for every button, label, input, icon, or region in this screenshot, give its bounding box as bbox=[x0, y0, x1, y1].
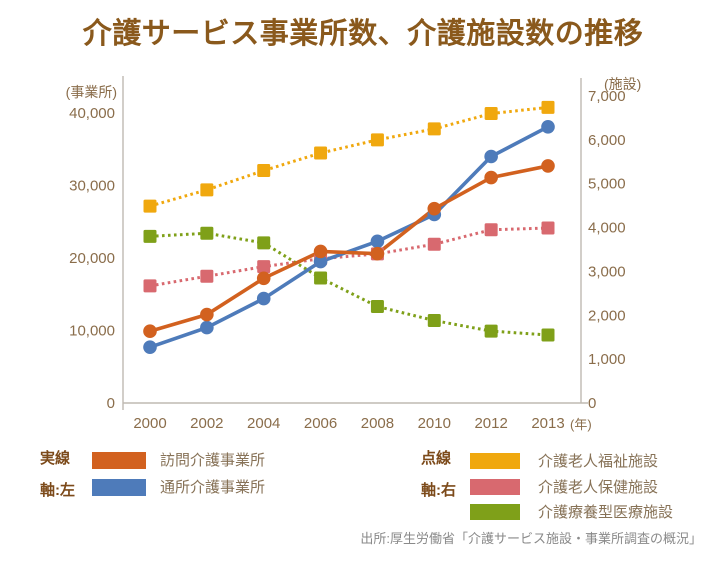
data-point-circle bbox=[370, 246, 385, 261]
legend-dotted-key: 点線 軸:右 bbox=[421, 451, 456, 499]
data-point-circle bbox=[143, 324, 157, 339]
x-axis-tick-label: 2012 bbox=[474, 415, 507, 432]
legend-label-fukushi: 介護老人福祉施設 bbox=[538, 453, 659, 470]
data-point-square bbox=[427, 314, 441, 328]
right-axis-tick-label: 6,000 bbox=[588, 132, 626, 149]
left-axis-tick-label: 0 bbox=[107, 395, 115, 412]
legend-label-ryouyou: 介護療養型医療施設 bbox=[538, 504, 674, 521]
legend-label-tsuusho: 通所介護事業所 bbox=[160, 479, 266, 496]
series-line bbox=[149, 164, 549, 333]
left-axis-tick-label: 30,000 bbox=[69, 178, 115, 195]
data-point-square bbox=[370, 133, 384, 147]
data-point-circle bbox=[200, 320, 214, 335]
data-point-square bbox=[541, 221, 555, 235]
data-point-square bbox=[143, 279, 157, 293]
left-axis-unit-label: (事業所) bbox=[66, 84, 117, 100]
data-point-circle bbox=[256, 271, 271, 286]
data-point-square bbox=[257, 164, 271, 178]
legend-swatch-houmon bbox=[92, 452, 146, 469]
data-point-circle bbox=[427, 201, 442, 216]
legend-solid-key-line2: 軸:左 bbox=[40, 482, 75, 499]
right-axis-tick-label: 4,000 bbox=[588, 220, 626, 237]
data-point-circle bbox=[541, 119, 555, 134]
data-point-square bbox=[427, 122, 441, 136]
data-point-square bbox=[143, 229, 157, 243]
data-point-square bbox=[257, 236, 271, 250]
data-point-circle bbox=[313, 254, 328, 269]
data-point-circle bbox=[370, 234, 385, 249]
right-axis-tick-label: 7,000 bbox=[588, 88, 626, 105]
data-point-circle bbox=[541, 159, 555, 173]
x-axis-tick-label: 2006 bbox=[304, 415, 337, 432]
data-point-square bbox=[314, 271, 328, 285]
data-point-circle bbox=[484, 149, 498, 164]
data-point-circle bbox=[143, 340, 157, 354]
data-point-square bbox=[541, 100, 555, 114]
legend-swatch-hoken bbox=[470, 479, 520, 495]
legend-swatch-ryouyou bbox=[470, 504, 520, 520]
data-point-square bbox=[143, 199, 157, 213]
data-point-square bbox=[257, 260, 271, 274]
series-line bbox=[149, 231, 549, 337]
data-point-square bbox=[484, 324, 498, 338]
legend-solid-key-line1: 実線 bbox=[40, 450, 71, 467]
data-point-square bbox=[484, 107, 498, 121]
data-point-square bbox=[484, 223, 498, 237]
legend-label-houmon: 訪問介護事業所 bbox=[160, 452, 266, 469]
data-point-circle bbox=[256, 291, 271, 306]
series-line bbox=[149, 105, 549, 208]
right-axis-tick-label: 3,000 bbox=[588, 263, 626, 280]
data-point-square bbox=[200, 226, 214, 240]
legend-dotted-key-line2: 軸:右 bbox=[421, 482, 456, 499]
left-axis-tick-label: 20,000 bbox=[69, 250, 115, 267]
right-axis-unit-label: (施設) bbox=[604, 76, 641, 92]
x-axis-tick-label: 2000 bbox=[133, 415, 166, 432]
data-point-circle bbox=[313, 244, 328, 259]
legend-dotted-key-line1: 点線 bbox=[421, 450, 452, 467]
x-axis-tick-label: 2004 bbox=[247, 415, 280, 432]
data-point-square bbox=[427, 237, 441, 251]
legend-label-hoken: 介護老人保健施設 bbox=[538, 479, 659, 496]
right-axis-tick-label: 0 bbox=[588, 395, 596, 412]
x-axis-tick-label: 2013 bbox=[531, 415, 564, 432]
data-point-square bbox=[541, 328, 555, 342]
data-point-square bbox=[314, 146, 328, 160]
chart-title: 介護サービス事業所数、介護施設数の推移 bbox=[82, 18, 644, 50]
data-point-square bbox=[200, 183, 214, 197]
left-axis-tick-label: 10,000 bbox=[69, 323, 115, 340]
x-axis-tick-label: 2010 bbox=[418, 415, 451, 432]
right-axis-tick-label: 2,000 bbox=[588, 307, 626, 324]
left-axis-tick-label: 40,000 bbox=[69, 105, 115, 122]
x-axis-tick-label: 2008 bbox=[361, 415, 394, 432]
data-point-square bbox=[200, 269, 214, 283]
right-axis-tick-label: 1,000 bbox=[588, 351, 626, 368]
data-point-circle bbox=[484, 170, 498, 185]
data-point-circle bbox=[200, 307, 214, 322]
legend-swatch-tsuusho bbox=[92, 479, 146, 496]
data-point-square bbox=[370, 300, 384, 314]
right-axis-tick-label: 5,000 bbox=[588, 176, 626, 193]
source-citation: 出所:厚生労働省「介護サービス施設・事業所調査の概況」 bbox=[360, 531, 702, 546]
x-axis-tick-label: 2002 bbox=[190, 415, 223, 432]
x-axis-unit-label: (年) bbox=[570, 417, 592, 432]
series-line bbox=[149, 226, 549, 288]
legend-swatch-fukushi bbox=[470, 453, 520, 469]
legend-solid-key: 実線 軸:左 bbox=[40, 451, 75, 499]
